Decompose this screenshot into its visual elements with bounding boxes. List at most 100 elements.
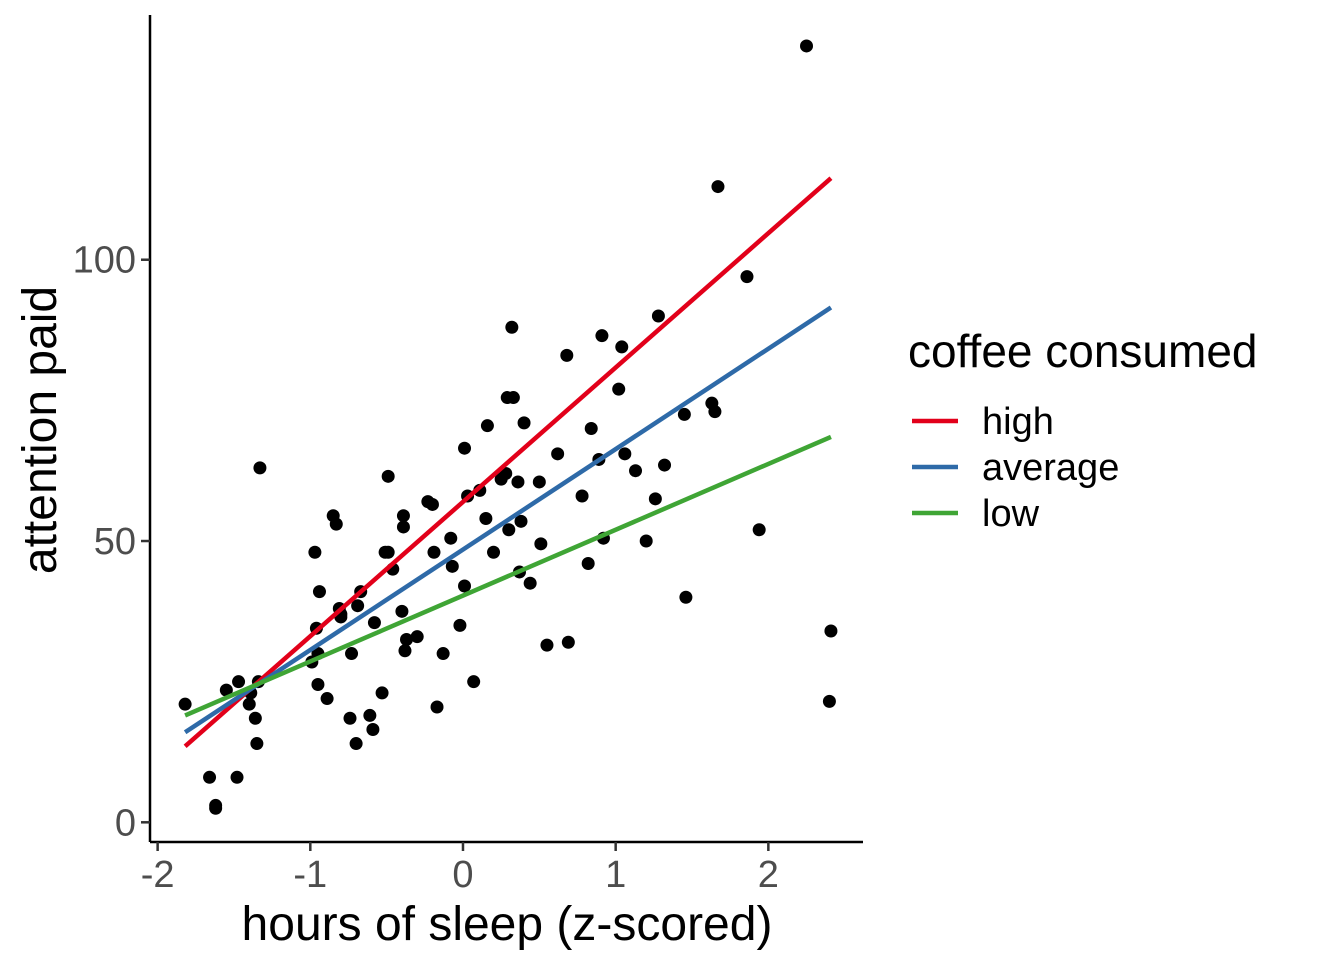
data-point (824, 624, 838, 638)
data-point (366, 722, 380, 736)
data-point (615, 340, 629, 354)
data-point (511, 475, 525, 489)
data-point (551, 447, 565, 461)
y-tick-label: 0 (115, 802, 136, 844)
points-layer (178, 39, 838, 815)
data-point (345, 647, 359, 661)
data-point (320, 692, 334, 706)
data-point (396, 520, 410, 534)
data-point (499, 467, 513, 481)
data-point (711, 180, 725, 194)
x-axis-title: hours of sleep (z-scored) (242, 898, 773, 951)
data-point (395, 604, 409, 618)
data-point (479, 512, 493, 526)
x-tick-label: -2 (141, 854, 175, 896)
data-point (618, 447, 632, 461)
data-point (651, 309, 665, 323)
data-point (581, 557, 595, 571)
data-point (427, 545, 441, 559)
data-point (575, 489, 589, 503)
data-point (561, 635, 575, 649)
data-point (648, 492, 662, 506)
data-point (230, 770, 244, 784)
data-point (253, 461, 267, 475)
data-point (381, 545, 395, 559)
data-point (467, 675, 481, 689)
y-tick-label: 50 (94, 521, 136, 563)
data-point (367, 616, 381, 630)
y-axis-title: attention paid (14, 286, 67, 574)
data-point (436, 647, 450, 661)
data-point (679, 590, 693, 604)
data-point (444, 531, 458, 545)
data-point (639, 534, 653, 548)
data-point (209, 798, 223, 812)
data-point (540, 638, 554, 652)
data-point (242, 697, 256, 711)
data-point (363, 708, 377, 722)
data-point (708, 405, 722, 419)
data-point (517, 416, 531, 430)
x-tick-label: -1 (293, 854, 327, 896)
y-axis-ticks: 0 50 100 (73, 240, 150, 844)
data-point (445, 559, 459, 573)
y-tick-label: 100 (73, 240, 136, 282)
series-line-low (184, 434, 832, 718)
legend-title: coffee consumed (908, 325, 1258, 377)
data-point (430, 700, 444, 714)
data-point (800, 39, 814, 53)
data-point (752, 523, 766, 537)
data-point (523, 576, 537, 590)
legend-label-average: average (982, 447, 1119, 489)
data-point (458, 441, 472, 455)
data-point (534, 537, 548, 551)
data-point (248, 711, 262, 725)
data-point (351, 599, 365, 613)
data-point (219, 683, 233, 697)
data-point (329, 517, 343, 531)
data-point (203, 770, 217, 784)
data-point (487, 545, 501, 559)
data-point (453, 618, 467, 632)
data-point (595, 329, 609, 343)
data-point (349, 737, 363, 751)
data-point (458, 579, 472, 593)
data-point (396, 509, 410, 523)
data-point (381, 469, 395, 483)
x-tick-label: 1 (605, 854, 626, 896)
data-point (308, 545, 322, 559)
series-line-average (183, 305, 833, 735)
data-point (398, 644, 412, 658)
x-tick-label: 2 (758, 854, 779, 896)
data-point (677, 407, 691, 421)
data-point (612, 382, 626, 396)
data-point (425, 497, 439, 511)
x-axis-ticks: -2 -1 0 1 2 (141, 842, 779, 896)
data-point (506, 391, 520, 405)
data-point (178, 697, 192, 711)
data-point (584, 422, 598, 435)
data-point (658, 458, 672, 472)
data-point (232, 675, 246, 689)
data-point (502, 523, 516, 537)
series-line-high (183, 176, 833, 749)
data-point (399, 632, 413, 646)
data-point (532, 475, 546, 489)
data-point (514, 514, 528, 528)
data-point (629, 464, 643, 478)
data-point (822, 694, 836, 708)
data-point (375, 686, 389, 700)
data-point (250, 737, 264, 751)
data-point (311, 677, 325, 691)
data-point (410, 630, 424, 644)
data-point (505, 320, 519, 334)
legend-label-low: low (982, 493, 1040, 535)
legend-label-high: high (982, 401, 1054, 443)
data-point (480, 419, 494, 433)
data-point (740, 270, 754, 284)
data-point (343, 711, 357, 725)
data-point (312, 585, 326, 599)
x-tick-label: 0 (452, 854, 473, 896)
